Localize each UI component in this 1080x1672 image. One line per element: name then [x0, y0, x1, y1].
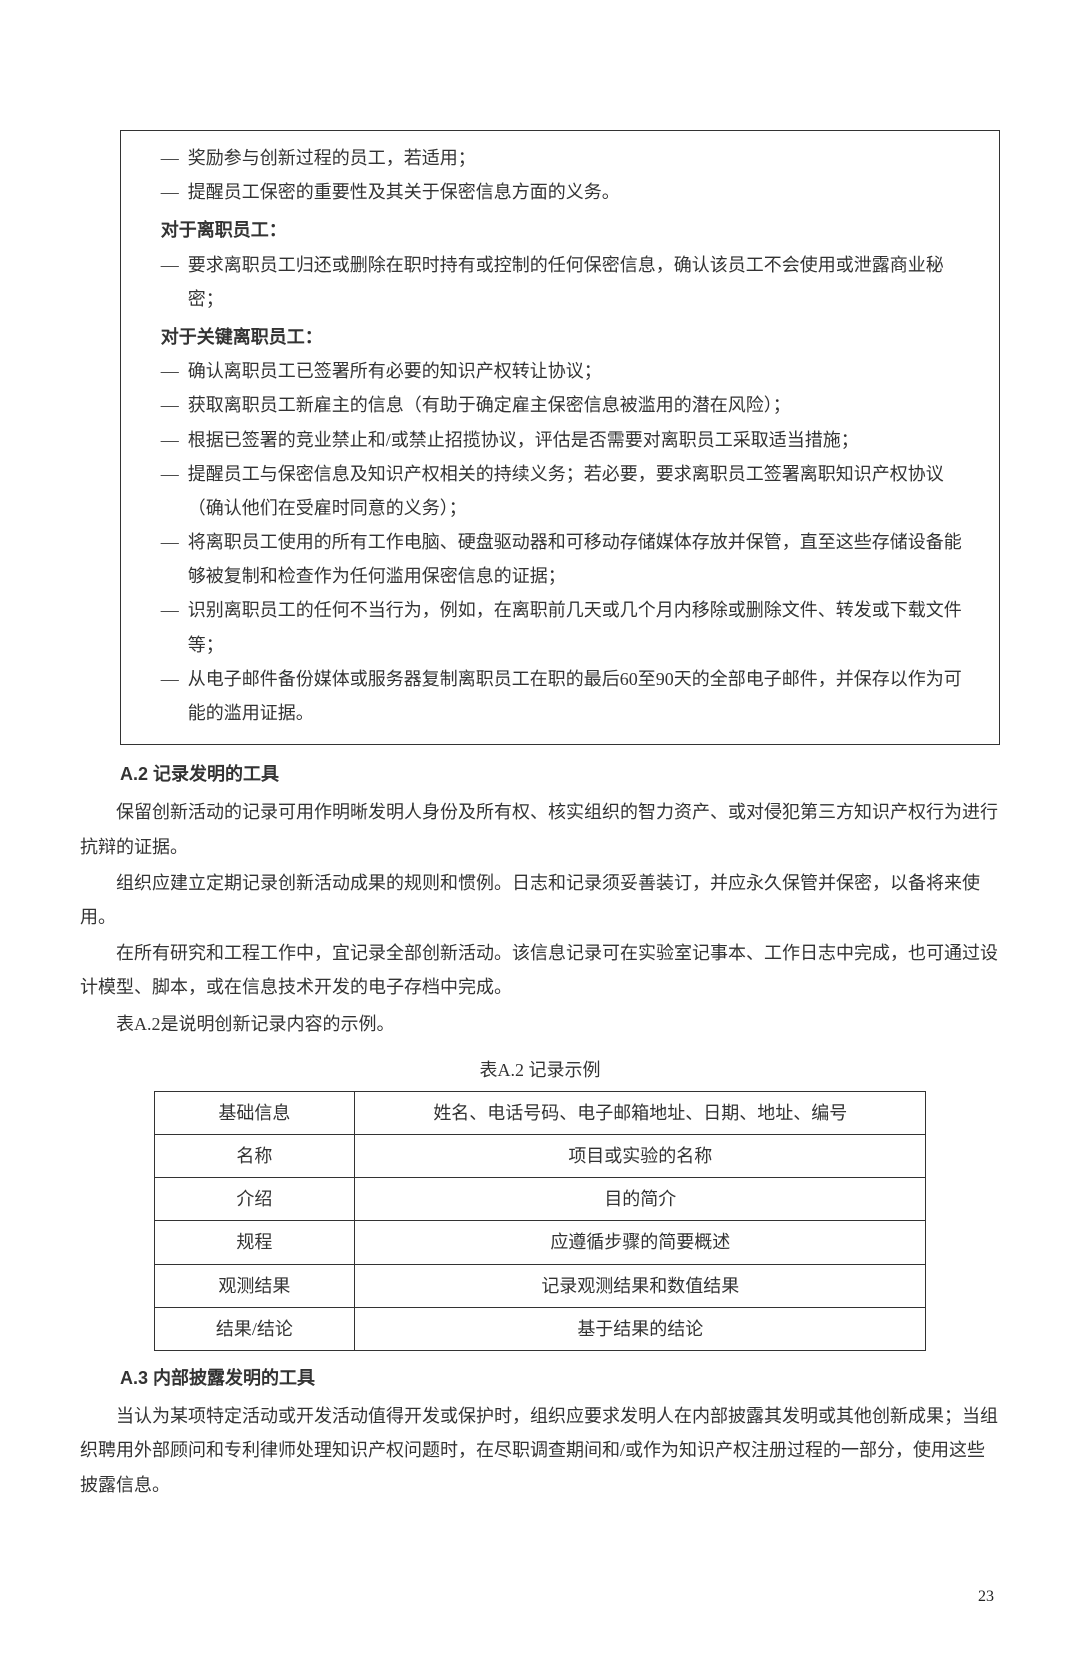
body-paragraph: 保留创新活动的记录可用作明晰发明人身份及所有权、核实组织的智力资产、或对侵犯第三… [80, 795, 1000, 863]
list-item: 确认离职员工已签署所有必要的知识产权转让协议； [141, 354, 979, 388]
table-row: 规程 应遵循步骤的简要概述 [154, 1221, 926, 1264]
departing-list: 要求离职员工归还或删除在职时持有或控制的任何保密信息，确认该员工不会使用或泄露商… [141, 248, 979, 316]
body-paragraph: 在所有研究和工程工作中，宜记录全部创新活动。该信息记录可在实验室记事本、工作日志… [80, 936, 1000, 1004]
key-departing-list: 确认离职员工已签署所有必要的知识产权转让协议； 获取离职员工新雇主的信息（有助于… [141, 354, 979, 730]
section-a2-heading: A.2 记录发明的工具 [120, 757, 1000, 791]
table-caption: 表A.2 记录示例 [80, 1053, 1000, 1087]
table-cell: 名称 [154, 1135, 355, 1178]
list-item: 要求离职员工归还或删除在职时持有或控制的任何保密信息，确认该员工不会使用或泄露商… [141, 248, 979, 316]
intro-list: 奖励参与创新过程的员工，若适用； 提醒员工保密的重要性及其关于保密信息方面的义务… [141, 141, 979, 209]
list-item: 将离职员工使用的所有工作电脑、硬盘驱动器和可移动存储媒体存放并保管，直至这些存储… [141, 525, 979, 593]
records-table: 基础信息 姓名、电话号码、电子邮箱地址、日期、地址、编号 名称 项目或实验的名称… [154, 1091, 927, 1351]
table-cell: 基础信息 [154, 1091, 355, 1134]
table-cell: 规程 [154, 1221, 355, 1264]
section-a3-heading: A.3 内部披露发明的工具 [120, 1361, 1000, 1395]
list-item: 从电子邮件备份媒体或服务器复制离职员工在职的最后60至90天的全部电子邮件，并保… [141, 662, 979, 730]
table-row: 观测结果 记录观测结果和数值结果 [154, 1264, 926, 1307]
body-paragraph: 组织应建立定期记录创新活动成果的规则和惯例。日志和记录须妥善装订，并应永久保管并… [80, 866, 1000, 934]
table-cell: 目的简介 [355, 1178, 926, 1221]
table-cell: 观测结果 [154, 1264, 355, 1307]
table-row: 基础信息 姓名、电话号码、电子邮箱地址、日期、地址、编号 [154, 1091, 926, 1134]
table-cell: 基于结果的结论 [355, 1307, 926, 1350]
page-number: 23 [80, 1582, 1000, 1612]
table-cell: 应遵循步骤的简要概述 [355, 1221, 926, 1264]
body-paragraph: 当认为某项特定活动或开发活动值得开发或保护时，组织应要求发明人在内部披露其发明或… [80, 1399, 1000, 1502]
table-cell: 介绍 [154, 1178, 355, 1221]
boxed-list-section: 奖励参与创新过程的员工，若适用； 提醒员工保密的重要性及其关于保密信息方面的义务… [120, 130, 1000, 745]
list-item: 提醒员工与保密信息及知识产权相关的持续义务；若必要，要求离职员工签署离职知识产权… [141, 457, 979, 525]
list-item: 奖励参与创新过程的员工，若适用； [141, 141, 979, 175]
table-row: 结果/结论 基于结果的结论 [154, 1307, 926, 1350]
body-paragraph: 表A.2是说明创新记录内容的示例。 [80, 1007, 1000, 1041]
subheading-departing: 对于离职员工： [141, 213, 979, 247]
table-row: 介绍 目的简介 [154, 1178, 926, 1221]
list-item: 获取离职员工新雇主的信息（有助于确定雇主保密信息被滥用的潜在风险）； [141, 388, 979, 422]
list-item: 根据已签署的竞业禁止和/或禁止招揽协议，评估是否需要对离职员工采取适当措施； [141, 423, 979, 457]
table-row: 名称 项目或实验的名称 [154, 1135, 926, 1178]
list-item: 识别离职员工的任何不当行为，例如，在离职前几天或几个月内移除或删除文件、转发或下… [141, 593, 979, 661]
table-cell: 项目或实验的名称 [355, 1135, 926, 1178]
table-cell: 姓名、电话号码、电子邮箱地址、日期、地址、编号 [355, 1091, 926, 1134]
subheading-key-departing: 对于关键离职员工： [141, 320, 979, 354]
table-cell: 结果/结论 [154, 1307, 355, 1350]
list-item: 提醒员工保密的重要性及其关于保密信息方面的义务。 [141, 175, 979, 209]
table-cell: 记录观测结果和数值结果 [355, 1264, 926, 1307]
